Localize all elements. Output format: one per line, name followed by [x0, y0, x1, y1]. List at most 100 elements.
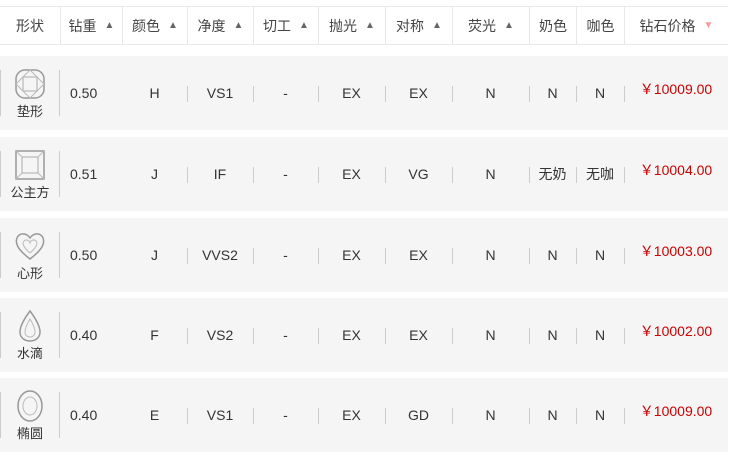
carat-cell: 0.40: [70, 327, 98, 343]
shape-cell: 心形: [0, 218, 60, 292]
price: ￥10009.00: [639, 403, 713, 419]
header-shape: 形状: [0, 7, 60, 44]
milky-cell: N: [529, 298, 576, 372]
shape-cell: 椭圆: [0, 378, 60, 452]
shape-cell: 公主方: [0, 137, 60, 211]
header-symmetry[interactable]: 对称 ▲: [385, 7, 452, 44]
princess-shape-icon: [13, 148, 47, 182]
shape-cell: 垫形: [0, 56, 60, 130]
header-label: 咖色: [586, 17, 615, 34]
header-cut[interactable]: 切工 ▲: [253, 7, 318, 44]
fluor-cell: N: [452, 218, 529, 292]
sort-up-icon[interactable]: ▲: [365, 20, 375, 31]
price-cell: ￥10002.00: [624, 298, 728, 372]
carat-cell: 0.40: [70, 407, 98, 423]
clarity-cell: VS1: [187, 378, 253, 452]
color-cell: J: [151, 166, 158, 182]
brown-cell: N: [576, 378, 624, 452]
price-cell: ￥10003.00: [624, 218, 728, 292]
header-label: 抛光: [329, 17, 358, 34]
color-cell: J: [151, 247, 158, 263]
symmetry-cell: GD: [385, 378, 452, 452]
polish-cell: EX: [318, 137, 385, 211]
sort-up-icon[interactable]: ▲: [299, 20, 309, 31]
carat-cell: 0.50: [70, 85, 98, 101]
header-label: 对称: [396, 17, 425, 34]
cut-cell: -: [253, 137, 318, 211]
price-cell: ￥10004.00: [624, 137, 728, 211]
shape-label: 水滴: [16, 345, 43, 361]
sort-up-icon[interactable]: ▲: [504, 20, 514, 31]
carat-cell: 0.51: [70, 166, 98, 182]
fluor-cell: N: [452, 56, 529, 130]
shape-cell: 水滴: [0, 298, 60, 372]
sort-up-icon[interactable]: ▲: [168, 20, 178, 31]
fluor-cell: N: [452, 378, 529, 452]
price: ￥10004.00: [639, 162, 713, 178]
sort-down-icon[interactable]: ▼: [703, 20, 714, 31]
color-cell: F: [150, 327, 159, 343]
header-polish[interactable]: 抛光 ▲: [318, 7, 385, 44]
heart-shape-icon: [13, 229, 47, 263]
clarity-cell: VS1: [187, 56, 253, 130]
header-label: 钻石价格: [639, 17, 696, 34]
header-label: 形状: [16, 17, 44, 34]
fluor-cell: N: [452, 298, 529, 372]
fluor-cell: N: [452, 137, 529, 211]
sort-up-icon[interactable]: ▲: [104, 20, 115, 31]
symmetry-cell: EX: [385, 218, 452, 292]
price-cell: ￥10009.00: [624, 378, 728, 452]
shape-label: 垫形: [16, 103, 43, 119]
pear-shape-icon: [13, 309, 47, 343]
milky-cell: N: [529, 218, 576, 292]
header-label: 净度: [197, 17, 226, 34]
cushion-shape-icon: [13, 67, 47, 101]
header-carat[interactable]: 钻重 ▲: [60, 7, 122, 44]
milky-cell: N: [529, 56, 576, 130]
header-label: 颜色: [132, 17, 161, 34]
table-row[interactable]: 垫形 0.50 H VS1- EX EX N N N ￥10009.00: [0, 56, 728, 130]
shape-label: 心形: [16, 265, 43, 281]
price-cell: ￥10009.00: [624, 56, 728, 130]
cut-cell: -: [253, 378, 318, 452]
milky-cell: N: [529, 378, 576, 452]
brown-cell: N: [576, 56, 624, 130]
table-header: 形状 钻重 ▲ 颜色 ▲ 净度 ▲ 切工 ▲ 抛光 ▲ 对称 ▲ 荧光 ▲ 奶色 咖色 钻石价格 ▼: [0, 6, 728, 45]
polish-cell: EX: [318, 378, 385, 452]
shape-label: 椭圆: [16, 425, 43, 441]
clarity-cell: IF: [187, 137, 253, 211]
header-price[interactable]: 钻石价格 ▼: [624, 7, 728, 44]
polish-cell: EX: [318, 298, 385, 372]
brown-cell: N: [576, 218, 624, 292]
symmetry-cell: EX: [385, 56, 452, 130]
symmetry-cell: EX: [385, 298, 452, 372]
cut-cell: -: [253, 298, 318, 372]
header-label: 钻重: [68, 17, 97, 34]
symmetry-cell: VG: [385, 137, 452, 211]
header-label: 荧光: [468, 17, 497, 34]
table-row[interactable]: 水滴 0.40 F VS2- EX EX N N N ￥10002.00: [0, 298, 728, 372]
clarity-cell: VS2: [187, 298, 253, 372]
table-row[interactable]: 椭圆 0.40 E VS1- EX GD N N N ￥10009.00: [0, 378, 728, 452]
price: ￥10009.00: [639, 81, 713, 97]
color-cell: E: [149, 407, 160, 423]
brown-cell: N: [576, 298, 624, 372]
brown-cell: 无咖: [576, 137, 624, 211]
color-cell: H: [149, 85, 160, 101]
header-label: 奶色: [539, 17, 567, 34]
header-color[interactable]: 颜色 ▲: [122, 7, 187, 44]
header-fluorescence[interactable]: 荧光 ▲: [452, 7, 529, 44]
header-milky: 奶色: [529, 7, 576, 44]
polish-cell: EX: [318, 56, 385, 130]
shape-label: 公主方: [10, 184, 50, 200]
table-row[interactable]: 心形 0.50 J VVS2- EX EX N N N ￥10003.00: [0, 218, 728, 292]
sort-up-icon[interactable]: ▲: [432, 20, 442, 31]
clarity-cell: VVS2: [187, 218, 253, 292]
price: ￥10002.00: [639, 323, 713, 339]
milky-cell: 无奶: [529, 137, 576, 211]
cut-cell: -: [253, 218, 318, 292]
sort-up-icon[interactable]: ▲: [233, 20, 244, 31]
header-clarity[interactable]: 净度 ▲: [187, 7, 253, 44]
cut-cell: -: [253, 56, 318, 130]
table-row[interactable]: 公主方 0.51 J IF - EX VG N 无奶 无咖 ￥10004.00: [0, 137, 728, 211]
